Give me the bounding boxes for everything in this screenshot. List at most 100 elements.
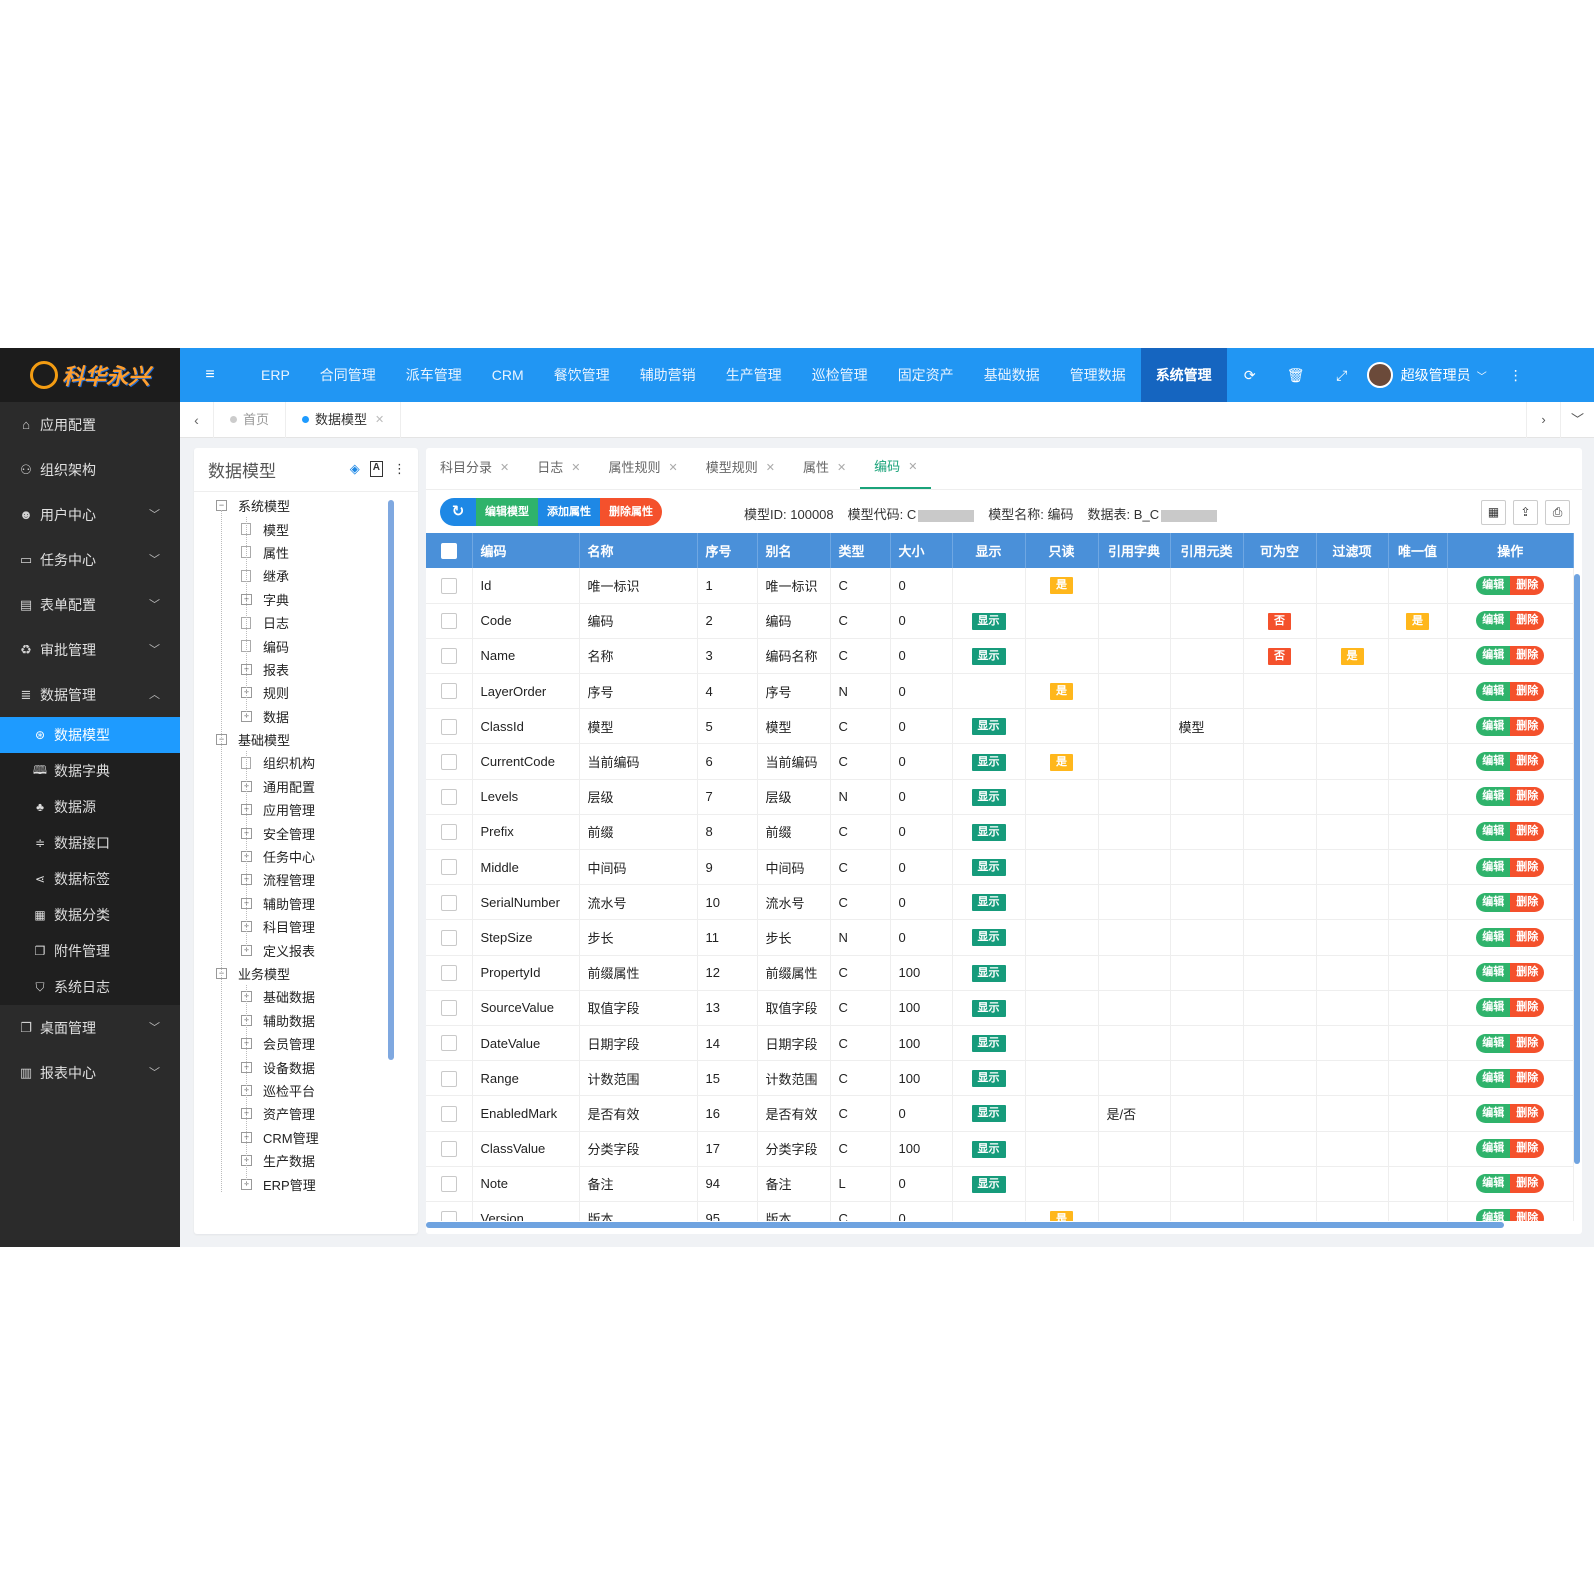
edit-button[interactable]: 编辑	[1476, 575, 1511, 595]
column-header[interactable]: 序号	[697, 533, 758, 568]
edit-button[interactable]: 编辑	[1476, 822, 1511, 842]
tree-node[interactable]: + 巡检平台	[216, 1079, 406, 1102]
tree-node[interactable]: + 报表	[216, 658, 406, 681]
row-checkbox[interactable]	[440, 683, 457, 700]
row-checkbox[interactable]	[440, 1211, 457, 1221]
tree-node[interactable]: 日志	[216, 611, 406, 634]
delete-button[interactable]: 删除	[1510, 716, 1545, 736]
delete-button[interactable]: 删除	[1510, 1068, 1545, 1088]
user-menu[interactable]: 超级管理员 ﹀ ⋮	[1366, 362, 1523, 388]
delete-button[interactable]: 删除	[1510, 1033, 1545, 1053]
table-row[interactable]: LayerOrder 序号 4 序号 N 0 是编辑 删除	[426, 673, 1574, 710]
edit-button[interactable]: 编辑	[1476, 646, 1511, 666]
edit-button[interactable]: 编辑	[1476, 1103, 1511, 1123]
vertical-scrollbar[interactable]	[1574, 574, 1580, 1164]
delete-button[interactable]: 删除	[1510, 927, 1545, 947]
tree-node[interactable]: − 系统模型	[216, 494, 406, 517]
tree-node[interactable]: + CRM管理	[216, 1126, 406, 1149]
top-nav-tab[interactable]: 派车管理	[405, 367, 462, 383]
edit-button[interactable]: 编辑	[1476, 892, 1511, 912]
column-header[interactable]: 可为空	[1243, 533, 1317, 568]
column-header[interactable]: 引用元类	[1170, 533, 1244, 568]
tree-node[interactable]: + 安全管理	[216, 821, 406, 844]
row-checkbox[interactable]	[440, 1176, 457, 1193]
tree-node[interactable]: − 业务模型	[216, 962, 406, 985]
table-row[interactable]: EnabledMark 是否有效 16 是否有效 C 0 显示 是/否 编辑 删除	[426, 1095, 1574, 1132]
close-icon[interactable]: ✕	[836, 462, 847, 474]
row-checkbox[interactable]	[440, 859, 457, 876]
edit-button[interactable]: 编辑	[1476, 1033, 1511, 1053]
table-row[interactable]: Id 唯一标识 1 唯一标识 C 0 是编辑 删除	[426, 568, 1574, 604]
row-checkbox[interactable]	[440, 1000, 457, 1017]
table-row[interactable]: Version 版本 95 版本 C 0 是编辑 删除	[426, 1201, 1574, 1221]
column-header[interactable]: 过滤项	[1316, 533, 1389, 568]
refresh-button[interactable]: ↻	[440, 498, 476, 526]
table-row[interactable]: SerialNumber 流水号 10 流水号 C 0 显示 编辑 删除	[426, 884, 1574, 921]
close-icon[interactable]: ✕	[571, 462, 581, 474]
sidebar-item[interactable]: ⚇ 组织架构	[0, 447, 180, 492]
top-nav-tab[interactable]: 辅助营销	[639, 367, 696, 383]
trash-icon[interactable]: 🗑	[1286, 366, 1305, 383]
top-nav-tab[interactable]: 合同管理	[319, 367, 376, 383]
tabs-menu-chevron-icon[interactable]: ﹀	[1560, 402, 1594, 438]
edit-button[interactable]: 编辑	[1476, 927, 1511, 947]
menu-toggle-icon[interactable]: ≡	[205, 366, 215, 383]
font-icon[interactable]: A	[369, 461, 383, 477]
delete-button[interactable]: 删除	[1510, 681, 1545, 701]
horizontal-scrollbar[interactable]	[426, 1222, 1504, 1228]
delete-attribute-button[interactable]: 删除属性	[600, 498, 662, 526]
delete-button[interactable]: 删除	[1510, 752, 1545, 772]
column-header[interactable]: 类型	[830, 533, 891, 568]
edit-button[interactable]: 编辑	[1476, 963, 1511, 983]
delete-button[interactable]: 删除	[1510, 963, 1545, 983]
tree-node[interactable]: + 字典	[216, 588, 406, 611]
tabs-right-arrow-icon[interactable]: ›	[1526, 402, 1560, 438]
select-all-checkbox[interactable]	[440, 542, 457, 559]
detail-tab[interactable]: 科目分录 ✕	[426, 447, 523, 489]
row-checkbox[interactable]	[440, 648, 457, 665]
column-header[interactable]: 操作	[1447, 533, 1574, 568]
row-checkbox[interactable]	[440, 613, 457, 630]
detail-tab[interactable]: 编码 ✕	[860, 447, 932, 489]
column-header[interactable]: 名称	[579, 533, 698, 568]
table-row[interactable]: PropertyId 前缀属性 12 前缀属性 C 100 显示 编辑 删除	[426, 955, 1574, 991]
tree-node[interactable]: 组织机构	[216, 751, 406, 774]
top-nav-tab[interactable]: 生产管理	[725, 367, 782, 383]
detail-tab[interactable]: 日志 ✕	[523, 447, 594, 489]
sidebar-item[interactable]: ❐ 附件管理	[0, 933, 180, 969]
tree-node[interactable]: + 辅助管理	[216, 892, 406, 915]
tree-scrollbar[interactable]	[388, 500, 394, 1060]
close-icon[interactable]: ✕	[500, 462, 510, 474]
row-checkbox[interactable]	[440, 964, 457, 981]
edit-button[interactable]: 编辑	[1476, 998, 1511, 1018]
detail-tab[interactable]: 模型规则 ✕	[692, 447, 789, 489]
close-icon[interactable]: ✕	[908, 461, 918, 473]
top-nav-tab[interactable]: 餐饮管理	[553, 367, 610, 383]
table-row[interactable]: Levels 层级 7 层级 N 0 显示 编辑 删除	[426, 779, 1574, 815]
edit-button[interactable]: 编辑	[1476, 1174, 1511, 1194]
row-checkbox[interactable]	[440, 1105, 457, 1122]
table-row[interactable]: Middle 中间码 9 中间码 C 0 显示 编辑 删除	[426, 849, 1574, 886]
tabs-left-arrow-icon[interactable]: ‹	[180, 401, 214, 438]
top-nav-tab[interactable]: 系统管理	[1140, 348, 1227, 402]
delete-button[interactable]: 删除	[1510, 857, 1545, 877]
row-checkbox[interactable]	[440, 824, 457, 841]
tree-node[interactable]: + 任务中心	[216, 845, 406, 868]
table-row[interactable]: Range 计数范围 15 计数范围 C 100 显示 编辑 删除	[426, 1060, 1574, 1097]
table-row[interactable]: Name 名称 3 编码名称 C 0 显示 否 是 编辑 删除	[426, 638, 1574, 675]
row-checkbox[interactable]	[440, 753, 457, 770]
edit-button[interactable]: 编辑	[1476, 752, 1511, 772]
table-row[interactable]: ClassValue 分类字段 17 分类字段 C 100 显示 编辑 删除	[426, 1131, 1574, 1167]
tree-node[interactable]: + ERP管理	[216, 1172, 406, 1195]
close-icon[interactable]: ✕	[765, 462, 775, 474]
sidebar-item[interactable]: ⌂ 应用配置	[0, 402, 180, 447]
sidebar-item[interactable]: ▤ 表单配置 ﹀	[0, 582, 180, 627]
column-header[interactable]: 唯一值	[1388, 533, 1448, 568]
row-checkbox[interactable]	[440, 718, 457, 735]
export-icon[interactable]: ⇪	[1513, 500, 1538, 525]
table-row[interactable]: Note 备注 94 备注 L 0 显示 编辑 删除	[426, 1166, 1574, 1202]
tree-node[interactable]: + 应用管理	[216, 798, 406, 821]
sidebar-item[interactable]: ⊛ 数据模型	[0, 717, 180, 753]
top-nav-tab[interactable]: 固定资产	[897, 367, 954, 383]
edit-model-button[interactable]: 编辑模型	[476, 498, 538, 526]
